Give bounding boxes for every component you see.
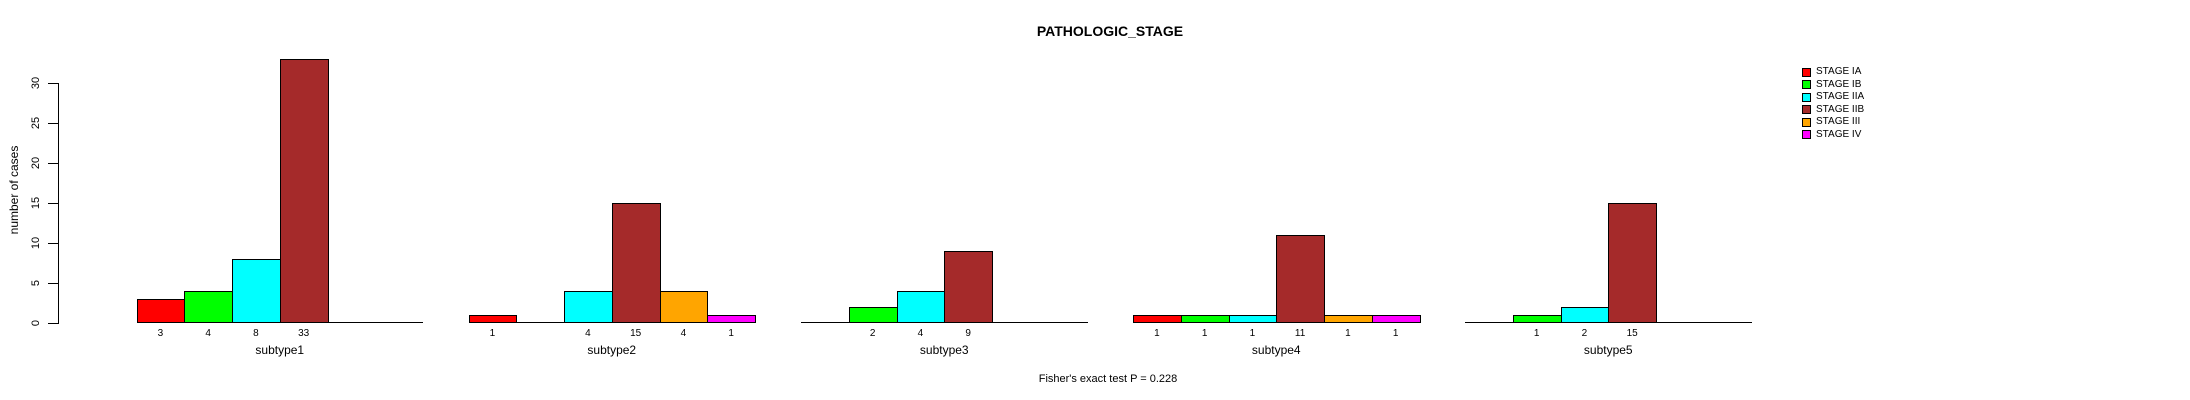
x-axis-group-label: subtype1 bbox=[255, 343, 305, 357]
x-axis-group-label: subtype3 bbox=[919, 343, 969, 357]
panel-subtype3: 2 4 9 subtype3 bbox=[801, 0, 1088, 400]
legend-swatch-stage-iib bbox=[1802, 105, 1811, 115]
bar-value-label: 1 bbox=[728, 328, 734, 339]
bar-subtype1-stage-iib bbox=[279, 59, 329, 323]
y-axis-line bbox=[58, 83, 59, 324]
legend-item-stage-ib: STAGE IB bbox=[1802, 79, 1864, 92]
bar-value-label: 1 bbox=[489, 328, 496, 339]
fisher-test-annotation: Fisher's exact test P = 0.228 bbox=[1038, 373, 1178, 385]
y-axis-tick-label: 25 bbox=[30, 116, 42, 130]
bar-subtype5-stage-ib bbox=[1512, 315, 1562, 323]
y-axis-tick bbox=[48, 123, 58, 124]
legend-label: STAGE IB bbox=[1816, 78, 1862, 90]
bar-value-label: 4 bbox=[917, 328, 924, 339]
legend-item-stage-iii: STAGE III bbox=[1802, 116, 1864, 129]
bar-subtype5-stage-iia bbox=[1560, 307, 1610, 323]
y-axis-tick-label: 10 bbox=[30, 236, 42, 250]
bar-value-label: 3 bbox=[157, 328, 164, 339]
legend-item-stage-iv: STAGE IV bbox=[1802, 129, 1864, 142]
bar-value-label: 8 bbox=[253, 328, 259, 339]
bar-value-label: 4 bbox=[585, 328, 591, 339]
bar-value-label: 33 bbox=[298, 328, 310, 339]
bar-value-label: 1 bbox=[1249, 328, 1256, 339]
y-axis-tick-label: 30 bbox=[30, 76, 42, 90]
chart-title: PATHOLOGIC_STAGE bbox=[1036, 23, 1184, 39]
bar-subtype2-stage-ia bbox=[468, 315, 518, 323]
bar-subtype5-stage-iib bbox=[1608, 203, 1657, 323]
bar-value-label: 1 bbox=[1154, 328, 1160, 339]
legend-label: STAGE IIA bbox=[1816, 91, 1865, 103]
y-axis-tick-label: 20 bbox=[30, 156, 42, 170]
y-axis-tick bbox=[48, 243, 58, 244]
bar-value-label: 1 bbox=[1533, 328, 1540, 339]
x-axis-group-label: subtype5 bbox=[1583, 343, 1633, 357]
bar-subtype2-stage-iv bbox=[707, 315, 756, 323]
y-axis-tick bbox=[48, 83, 58, 84]
bar-subtype2-stage-iii bbox=[659, 291, 709, 323]
bar-subtype4-stage-iia bbox=[1228, 315, 1278, 323]
bar-subtype1-stage-ia bbox=[136, 299, 186, 323]
bar-subtype4-stage-ia bbox=[1133, 315, 1182, 323]
bar-value-label: 11 bbox=[1294, 328, 1306, 339]
y-axis-tick bbox=[48, 323, 58, 324]
bar-subtype2-stage-iib bbox=[611, 203, 661, 323]
y-axis-label: number of cases bbox=[7, 145, 21, 235]
legend-swatch-stage-iia bbox=[1802, 92, 1811, 102]
panel-subtype2: 1 4 15 4 1 subtype2 bbox=[468, 0, 756, 400]
x-axis-group-label: subtype2 bbox=[587, 343, 637, 357]
bar-value-label: 2 bbox=[869, 328, 876, 339]
bar-value-label: 15 bbox=[1626, 328, 1638, 339]
bar-value-label: 2 bbox=[1581, 328, 1588, 339]
legend-swatch-stage-iii bbox=[1802, 117, 1811, 127]
bar-subtype2-stage-iia bbox=[564, 291, 613, 323]
bar-subtype3-stage-iia bbox=[896, 291, 946, 323]
legend-swatch-stage-ia bbox=[1802, 67, 1811, 77]
y-axis-tick bbox=[48, 163, 58, 164]
legend-item-stage-iia: STAGE IIA bbox=[1802, 91, 1864, 104]
panel-subtype5: 1 2 15 subtype5 bbox=[1465, 0, 1752, 400]
bar-value-label: 4 bbox=[205, 328, 211, 339]
y-axis-tick bbox=[48, 203, 58, 204]
panel-subtype1: 3 4 8 33 subtype1 bbox=[136, 0, 423, 400]
legend-swatch-stage-ib bbox=[1802, 80, 1811, 90]
legend-label: STAGE IIB bbox=[1816, 103, 1865, 115]
bar-value-label: 15 bbox=[630, 328, 642, 339]
bar-subtype1-stage-iia bbox=[232, 259, 281, 323]
y-axis-tick-label: 15 bbox=[30, 196, 42, 210]
legend-item-stage-iib: STAGE IIB bbox=[1802, 104, 1864, 117]
bar-subtype4-stage-iv bbox=[1371, 315, 1421, 323]
bar-value-label: 9 bbox=[965, 328, 971, 339]
legend-label: STAGE IA bbox=[1816, 66, 1862, 78]
legend: STAGE IA STAGE IB STAGE IIA STAGE IIB STAGE … bbox=[1802, 66, 1864, 141]
bar-subtype4-stage-ib bbox=[1180, 315, 1230, 323]
legend-item-stage-ia: STAGE IA bbox=[1802, 66, 1864, 79]
bar-subtype4-stage-iib bbox=[1276, 235, 1325, 323]
bar-value-label: 4 bbox=[680, 328, 687, 339]
legend-swatch-stage-iv bbox=[1802, 130, 1811, 140]
bar-subtype4-stage-iii bbox=[1324, 315, 1373, 323]
bar-value-label: 1 bbox=[1201, 328, 1208, 339]
panel-subtype4: 1 1 1 11 1 1 subtype4 bbox=[1133, 0, 1421, 400]
legend-label: STAGE IV bbox=[1816, 128, 1862, 140]
bar-subtype1-stage-ib bbox=[184, 291, 233, 323]
y-axis-tick-label: 5 bbox=[30, 279, 42, 287]
bar-value-label: 1 bbox=[1392, 328, 1399, 339]
bar-subtype3-stage-iib bbox=[944, 251, 993, 323]
bar-subtype3-stage-ib bbox=[848, 307, 898, 323]
bar-value-label: 1 bbox=[1345, 328, 1351, 339]
legend-label: STAGE III bbox=[1816, 116, 1861, 128]
y-axis-tick-label: 0 bbox=[30, 319, 42, 327]
x-axis-group-label: subtype4 bbox=[1251, 343, 1301, 357]
y-axis-tick bbox=[48, 283, 58, 284]
